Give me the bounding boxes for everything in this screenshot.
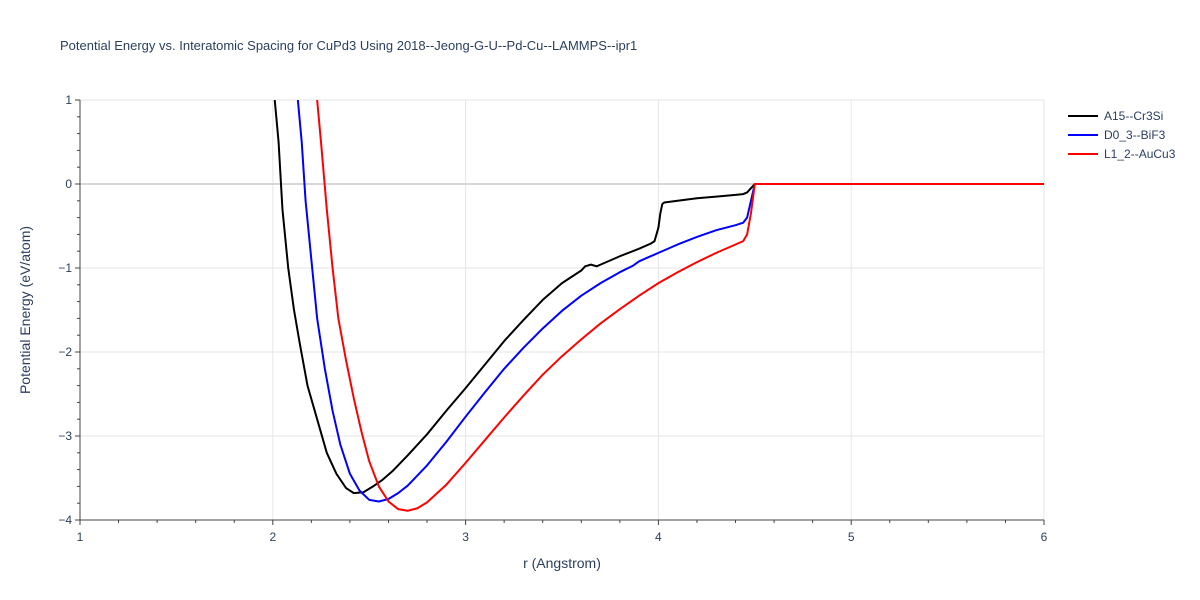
x-tick-label: 2 xyxy=(269,530,276,544)
x-tick-label: 1 xyxy=(77,530,84,544)
chart-title: Potential Energy vs. Interatomic Spacing… xyxy=(60,38,637,53)
x-tick-label: 3 xyxy=(462,530,469,544)
series-line xyxy=(316,100,1044,512)
tick-labels: 1 2 3 4 5 6 −4 −3 −2 −1 0 1 xyxy=(58,93,1047,544)
axes xyxy=(75,99,1045,525)
grid xyxy=(80,99,1045,520)
y-tick-label: −1 xyxy=(58,261,72,275)
y-tick-label: 1 xyxy=(65,93,72,107)
y-tick-label: −3 xyxy=(58,429,72,443)
series-line xyxy=(273,100,1044,495)
legend-label[interactable]: D0_3--BiF3 xyxy=(1104,128,1166,142)
y-tick-label: −4 xyxy=(58,513,72,527)
x-tick-label: 5 xyxy=(848,530,855,544)
y-axis-title: Potential Energy (eV/atom) xyxy=(17,226,33,394)
x-tick-label: 6 xyxy=(1041,530,1048,544)
x-axis-title: r (Angstrom) xyxy=(523,555,601,571)
legend: A15--Cr3Si D0_3--BiF3 L1_2--AuCu3 xyxy=(1068,109,1176,161)
x-tick-label: 4 xyxy=(655,530,662,544)
y-tick-label: 0 xyxy=(65,177,72,191)
series-lines xyxy=(273,100,1044,512)
series-line xyxy=(296,100,1044,503)
y-tick-label: −2 xyxy=(58,345,72,359)
legend-label[interactable]: A15--Cr3Si xyxy=(1104,109,1163,123)
legend-label[interactable]: L1_2--AuCu3 xyxy=(1104,147,1176,161)
